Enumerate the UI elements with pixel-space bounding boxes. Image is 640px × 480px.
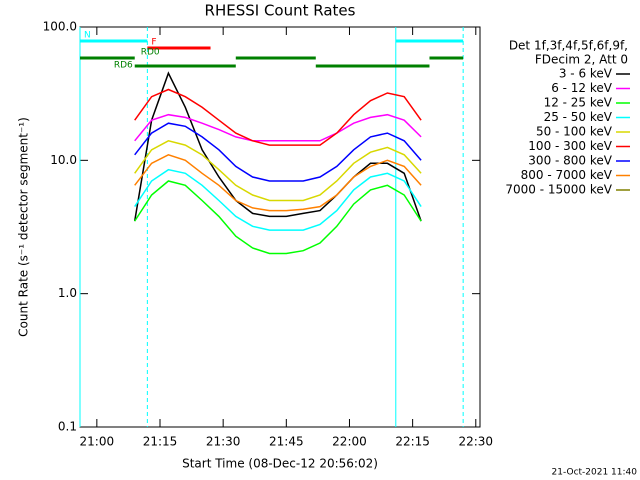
x-tick-label: 21:15 [143, 435, 178, 449]
x-tick-label: 21:30 [206, 435, 241, 449]
x-axis-label: Start Time (08-Dec-12 20:56:02) [182, 457, 378, 471]
y-axis-label: Count Rate (s⁻¹ detector segment⁻¹) [17, 117, 31, 337]
series-line [134, 140, 422, 202]
flag-label: RD0 [141, 48, 160, 58]
series-line [134, 168, 422, 231]
series-line [134, 153, 422, 212]
series-line [134, 122, 422, 182]
chart-title: RHESSI Count Rates [205, 2, 356, 20]
legend-header: FDecim 2, Att 0 [535, 53, 628, 67]
plot-frame [79, 26, 481, 428]
y-tick-label: 100.0 [43, 20, 77, 34]
series-line [134, 113, 422, 142]
y-tick-label: 0.1 [58, 420, 77, 434]
series-line [133, 71, 422, 222]
x-tick-label: 22:15 [395, 435, 430, 449]
legend-label: 800 - 7000 keV [521, 168, 613, 182]
flag-label: RD6 [114, 61, 133, 71]
y-tick-label: 10.0 [50, 153, 77, 167]
legend-label: 50 - 100 keV [536, 125, 613, 139]
series-line [134, 180, 422, 255]
legend-label: 12 - 25 keV [544, 96, 613, 110]
legend-label: 300 - 800 keV [528, 154, 612, 168]
y-tick-label: 1.0 [58, 286, 77, 300]
legend-label: 3 - 6 keV [559, 67, 613, 81]
legend-label: 25 - 50 keV [544, 110, 613, 124]
legend-label: 7000 - 15000 keV [505, 183, 612, 197]
timestamp: 21-Oct-2021 11:40 [552, 468, 638, 478]
x-tick-label: 22:00 [332, 435, 367, 449]
legend-header: Det 1f,3f,4f,5f,6f,9f, [509, 39, 628, 53]
x-tick-label: 21:00 [80, 435, 115, 449]
series-line [134, 88, 422, 146]
legend-label: 100 - 300 keV [528, 139, 612, 153]
x-tick-label: 22:30 [458, 435, 493, 449]
flag-label: N [84, 31, 91, 41]
legend-label: 6 - 12 keV [551, 81, 613, 95]
flag-label: F [151, 38, 156, 48]
x-tick-label: 21:45 [269, 435, 304, 449]
